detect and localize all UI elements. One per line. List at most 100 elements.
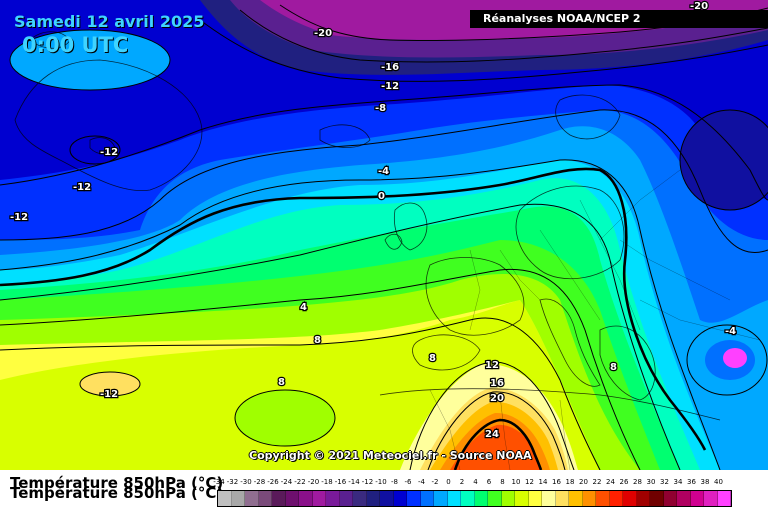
label-plus-12: 12 xyxy=(485,360,499,371)
legend-tick-label: 18 xyxy=(565,478,575,486)
label-minus-12-south: -12 xyxy=(100,389,118,400)
data-source-label: Réanalyses NOAA/NCEP 2 xyxy=(470,10,768,28)
legend-tick-label: -20 xyxy=(307,478,320,486)
legend-tick-label: -22 xyxy=(294,478,306,486)
label-plus-16: 16 xyxy=(490,378,504,389)
cold-pool-greenland xyxy=(10,30,170,90)
legend-tick-label: 8 xyxy=(500,478,505,486)
legend-swatch xyxy=(258,491,272,506)
label-minus-8: -8 xyxy=(375,103,386,114)
legend-swatch xyxy=(501,491,515,506)
label-plus-8-south: 8 xyxy=(278,377,285,388)
map-date-title: Samedi 12 avril 2025 xyxy=(14,12,205,31)
legend-tick-label: -14 xyxy=(348,478,360,486)
legend-swatch xyxy=(366,491,380,506)
legend-variable-name-shadow: Température 850hPa (°C) xyxy=(10,484,224,502)
label-minus-12-edge: -12 xyxy=(10,212,28,223)
legend-swatch xyxy=(515,491,529,506)
label-plus-24: 24 xyxy=(485,429,499,440)
legend-swatch xyxy=(609,491,623,506)
legend-swatch xyxy=(650,491,664,506)
label-plus-8-atlantic: 8 xyxy=(314,335,321,346)
legend-swatch xyxy=(717,491,731,506)
label-plus-8-iberia: 8 xyxy=(429,353,436,364)
legend-swatch xyxy=(690,491,704,506)
legend-swatch xyxy=(434,491,448,506)
label-minus-12-west: -12 xyxy=(73,182,91,193)
legend-tick-label: 16 xyxy=(552,478,561,486)
legend-swatch xyxy=(582,491,596,506)
legend-tick-label: 10 xyxy=(511,478,521,486)
legend-tick-label: 0 xyxy=(446,478,451,486)
legend-swatch xyxy=(677,491,691,506)
legend-swatch xyxy=(569,491,583,506)
legend-tick-label: -24 xyxy=(280,478,293,486)
legend-tick-label: 30 xyxy=(646,478,656,486)
legend-swatch xyxy=(555,491,569,506)
legend-swatch xyxy=(231,491,245,506)
legend-tick-label: -16 xyxy=(334,478,347,486)
legend-swatch xyxy=(623,491,637,506)
legend-swatch xyxy=(636,491,650,506)
legend-swatch xyxy=(380,491,394,506)
legend-tick-label: 26 xyxy=(619,478,629,486)
legend-swatch xyxy=(218,491,232,506)
legend-swatch xyxy=(285,491,299,506)
label-minus-20-right: -20 xyxy=(690,1,708,12)
legend-swatch xyxy=(420,491,434,506)
label-plus-20: 20 xyxy=(490,393,504,404)
legend-swatch xyxy=(245,491,259,506)
band-plus-22 xyxy=(450,424,541,470)
legend-swatch xyxy=(461,491,475,506)
cool-patch-atlantic xyxy=(235,390,335,446)
label-plus-8-east: 8 xyxy=(610,362,617,373)
legend-tick-label: 20 xyxy=(579,478,588,486)
legend-swatch xyxy=(447,491,461,506)
legend-tick-label: 22 xyxy=(592,478,602,486)
legend-swatch xyxy=(488,491,502,506)
legend-swatch xyxy=(704,491,718,506)
legend-swatch xyxy=(542,491,556,506)
legend-tick-label: -26 xyxy=(267,478,279,486)
legend-tick-label: -10 xyxy=(375,478,387,486)
label-zero: 0 xyxy=(378,191,385,202)
legend-tick-label: -2 xyxy=(431,478,439,486)
legend-tick-label: -8 xyxy=(391,478,398,486)
legend-tick-label: 38 xyxy=(700,478,710,486)
label-minus-12-greenland: -12 xyxy=(100,147,118,158)
cold-cell-east-center xyxy=(723,348,747,368)
contour-labels: -20 -20 -16 -12 -8 -12 -12 -12 -4 0 4 8 … xyxy=(9,0,738,441)
legend-swatch xyxy=(299,491,313,506)
legend-tick-label: 34 xyxy=(673,478,683,486)
legend-tick-label: 28 xyxy=(633,478,642,486)
legend-variable-name: Température 850hPa (°C) xyxy=(10,474,224,492)
legend-swatch xyxy=(393,491,407,506)
legend-tick-label: 4 xyxy=(473,478,478,486)
legend-swatch xyxy=(312,491,326,506)
legend-tick-label: 40 xyxy=(714,478,723,486)
legend-swatch xyxy=(407,491,421,506)
label-plus-4: 4 xyxy=(300,302,307,313)
legend-tick-label: -34 xyxy=(213,478,225,486)
label-minus-20-left: -20 xyxy=(314,28,332,39)
isotherms xyxy=(0,4,768,470)
legend-tick-label: -30 xyxy=(240,478,252,486)
legend-swatch xyxy=(663,491,677,506)
warm-patch-west xyxy=(80,372,140,396)
legend-swatch xyxy=(339,491,353,506)
legend-tick-label: -6 xyxy=(404,478,412,486)
label-minus-4-east: -4 xyxy=(725,326,736,337)
legend-tick-label: -4 xyxy=(418,478,425,486)
legend-tick-label: 14 xyxy=(538,478,548,486)
legend-tick-label: 24 xyxy=(606,478,615,486)
label-minus-12-north: -12 xyxy=(381,81,399,92)
cold-pool-east xyxy=(680,110,768,210)
legend-tick-label: 32 xyxy=(660,478,669,486)
legend-swatch xyxy=(326,491,340,506)
legend-swatch xyxy=(353,491,367,506)
legend-tick-label: -32 xyxy=(226,478,239,486)
copyright-notice: Copyright © 2021 Meteociel.fr - Source N… xyxy=(249,449,532,462)
label-minus-4: -4 xyxy=(378,166,389,177)
legend-tick-label: -12 xyxy=(361,478,374,486)
label-minus-16: -16 xyxy=(381,62,399,73)
